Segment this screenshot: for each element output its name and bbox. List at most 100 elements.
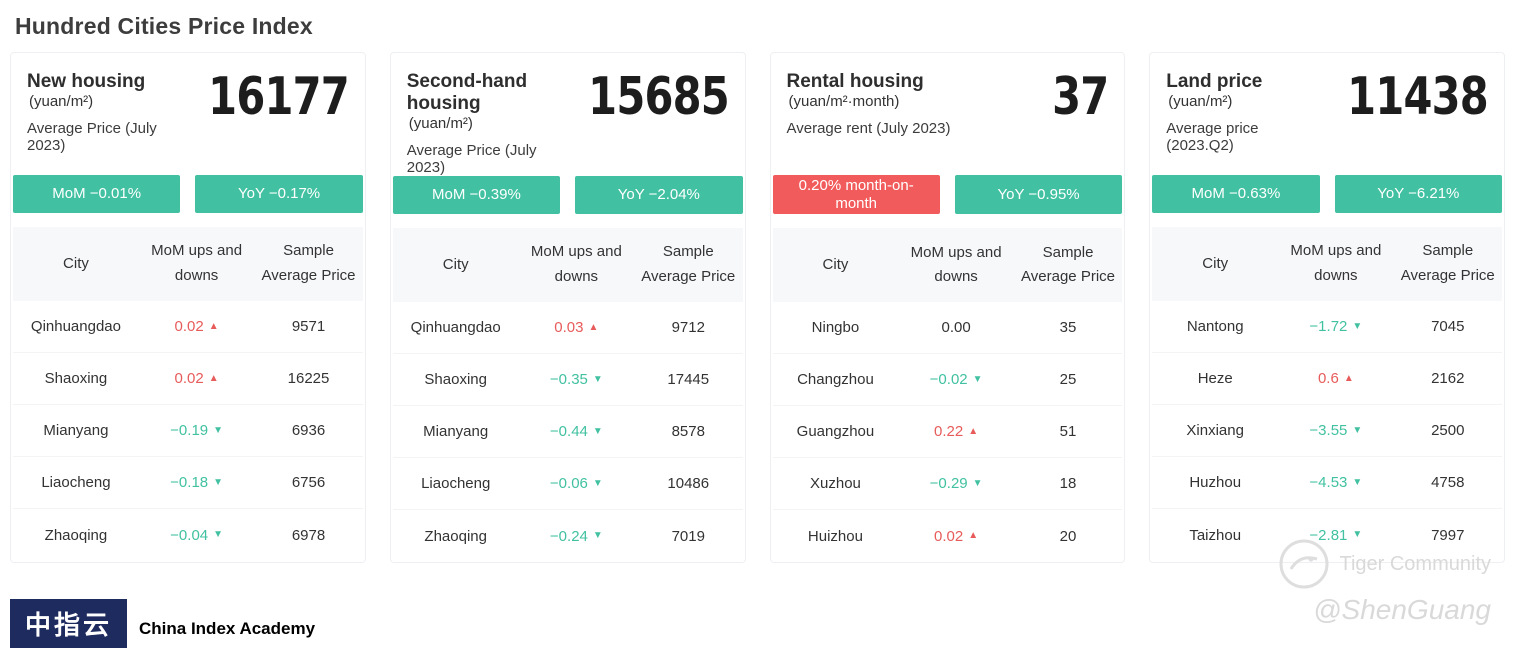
table-row: Qinhuangdao 0.03 ▲ 9712 [392,302,743,354]
price-cell: 9571 [291,318,326,335]
price-cell: 18 [1059,475,1077,493]
stat-badge-label: YoY −6.21% [1377,185,1460,203]
header-city: City [822,256,849,273]
stat-badge: MoM −0.39% [392,176,561,214]
change-cell: −3.55 ▼ [1278,422,1393,439]
stat-badge-label: MoM −0.01% [52,185,142,203]
panel-unit: (yuan/m²) [29,93,94,110]
panel-value: 37 [1051,67,1109,127]
up-arrow-icon: ▲ [588,321,599,333]
stat-badge-label: YoY −0.95% [997,185,1080,203]
header-change: MoM ups and downs [530,243,622,285]
city-cell: Huizhou [807,527,863,545]
change-cell: 0.02 ▲ [139,318,254,335]
table-row: Liaocheng −0.06 ▼ 10486 [392,458,743,510]
change-value: −0.44 [549,423,588,440]
stat-badge: YoY −0.95% [954,175,1123,215]
panel-header: Land price (yuan/m²) Average price (2023… [1152,70,1502,175]
city-table: City MoM ups and downs Sample Average Pr… [1152,227,1502,561]
price-cell: 6978 [291,526,326,544]
badge-row: MoM −0.01% YoY −0.17% [13,175,363,213]
panel-title: New housing [27,71,146,92]
table-row: Liaocheng −0.18 ▼ 6756 [13,457,363,509]
panel-header: New housing (yuan/m²) Average Price (Jul… [13,67,363,175]
panel-title: Rental housing [786,71,924,92]
city-cell: Shaoxing [424,371,487,388]
down-arrow-icon: ▼ [972,373,983,385]
panel-title: Second-hand housing [406,71,528,114]
table-header: City MoM ups and downs Sample Average Pr… [1152,227,1502,301]
tiger-logo-icon [1279,539,1329,589]
panel-subtitle: Average price (2023.Q2) [1166,120,1259,154]
header-city: City [63,254,89,272]
change-value: 0.22 [934,423,964,441]
table-row: Huzhou −4.53 ▼ 4758 [1152,457,1502,509]
user-watermark: @ShenGuang [1313,594,1491,625]
city-cell: Xuzhou [810,475,861,493]
header-price: Sample Average Price [1400,242,1495,284]
price-cell: 10486 [667,475,710,492]
panel-value: 15685 [587,67,730,127]
change-cell: 0.02 ▲ [139,370,254,387]
panel-value: 16177 [208,67,350,127]
change-value: 0.02 [174,370,204,387]
city-cell: Mianyang [43,422,109,439]
price-cell: 35 [1059,319,1077,337]
table-row: Heze 0.6 ▲ 2162 [1152,353,1502,405]
down-arrow-icon: ▼ [972,477,983,489]
price-cell: 6756 [291,474,326,491]
stat-badge: YoY −0.17% [195,175,363,213]
change-cell: −0.18 ▼ [139,474,254,491]
panel-header: Second-hand housing (yuan/m²) Average Pr… [393,67,743,176]
change-cell: −0.06 ▼ [519,475,634,492]
header-change: MoM ups and downs [910,243,1002,286]
city-cell: Nantong [1186,318,1244,335]
change-value: 0.00 [941,319,971,337]
change-cell: −0.24 ▼ [519,528,634,545]
down-arrow-icon: ▼ [1352,476,1363,488]
price-cell: 25 [1059,371,1077,389]
up-arrow-icon: ▲ [968,425,979,437]
change-value: 0.02 [934,527,964,545]
table-row: Huizhou 0.02 ▲ 20 [772,510,1123,563]
change-cell: 0.6 ▲ [1278,370,1393,387]
city-cell: Huzhou [1189,474,1242,491]
change-cell: 0.00 [898,319,1013,336]
change-cell: 0.22 ▲ [898,423,1013,440]
up-arrow-icon: ▲ [208,320,219,332]
panel-card: Rental housing (yuan/m²·month) Average r… [769,52,1126,564]
change-cell: 0.02 ▲ [898,528,1013,545]
city-cell: Liaocheng [41,474,111,491]
table-body: Nantong −1.72 ▼ 7045 Heze 0.6 ▲ 2162 Xin… [1152,301,1502,561]
panel-unit: (yuan/m²) [408,115,473,132]
price-cell: 8578 [671,423,705,440]
change-value: −3.55 [1309,422,1348,439]
stat-badge: YoY −6.21% [1334,175,1502,213]
table-row: Changzhou −0.02 ▼ 25 [772,354,1123,407]
down-arrow-icon: ▼ [213,476,224,488]
change-value: −0.35 [549,371,588,388]
change-value: −0.06 [549,475,588,492]
change-value: 0.03 [554,319,584,336]
price-cell: 4758 [1431,474,1465,491]
city-cell: Qinhuangdao [410,319,501,336]
panel-unit: (yuan/m²) [1168,93,1233,110]
price-cell: 7045 [1431,318,1465,335]
badge-row: 0.20% month-on-month YoY −0.95% [772,175,1123,215]
change-value: −0.19 [170,422,209,439]
table-row: Shaoxing 0.02 ▲ 16225 [13,353,363,405]
price-cell: 51 [1059,423,1077,441]
panel-title: Land price [1166,71,1263,92]
panel-subtitle: Average Price (July 2023) [406,142,537,176]
badge-row: MoM −0.39% YoY −2.04% [392,176,743,214]
city-cell: Ningbo [811,319,860,337]
change-cell: −1.72 ▼ [1278,318,1393,335]
up-arrow-icon: ▲ [968,530,979,542]
city-cell: Taizhou [1189,526,1242,544]
header-change: MoM ups and downs [151,242,243,284]
change-cell: −0.04 ▼ [139,527,254,544]
panel-subtitle: Average rent (July 2023) [786,120,951,137]
table-row: Nantong −1.72 ▼ 7045 [1152,301,1502,353]
header-city: City [442,255,469,273]
table-row: Ningbo 0.00 35 [772,302,1123,355]
